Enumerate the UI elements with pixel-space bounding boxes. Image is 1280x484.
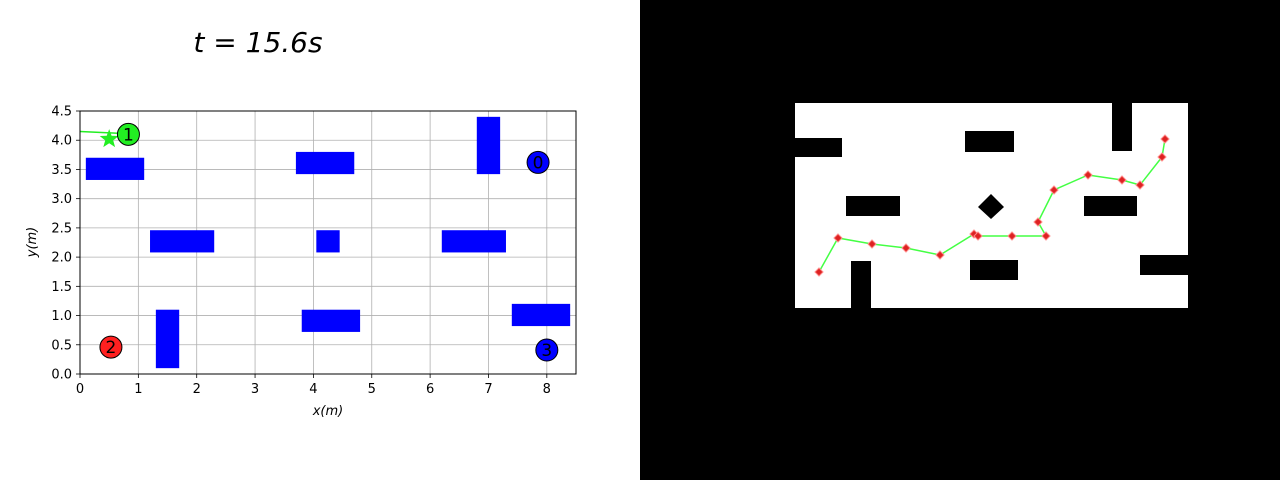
x-tick-label: 3 — [251, 382, 259, 397]
y-tick-label: 4.5 — [51, 105, 72, 120]
plot-panel: t = 15.6s 0 1 2 3 0 1 2 3 4 5 6 7 8 0.0 0.5 1.0 1.5 2.0 2… — [0, 0, 640, 480]
y-tick-label: 0.5 — [51, 338, 72, 353]
x-tick-label: 8 — [543, 382, 551, 397]
y-tick-label: 2.0 — [51, 251, 72, 266]
y-tick-label: 4.0 — [51, 134, 72, 149]
obstacle — [86, 158, 144, 180]
obstacle — [156, 310, 179, 368]
y-tick-label: 1.0 — [51, 309, 72, 324]
map-wall — [965, 131, 1014, 152]
y-tick-label: 0.0 — [51, 368, 72, 383]
y-tick-label: 2.5 — [51, 221, 72, 236]
obstacle — [296, 152, 354, 174]
map-wall — [851, 261, 871, 308]
x-axis-label: x(m) — [312, 404, 344, 419]
obstacles — [86, 117, 570, 368]
robot-label: 1 — [123, 125, 134, 145]
obstacle — [316, 230, 339, 252]
map-wall — [970, 260, 1018, 280]
robot-label: 2 — [106, 338, 117, 358]
map-wall — [795, 138, 842, 157]
x-tick-label: 5 — [368, 382, 376, 397]
x-tick-label: 2 — [193, 382, 201, 397]
x-tick-label: 6 — [426, 382, 434, 397]
obstacle — [442, 230, 506, 252]
map-wall — [1140, 255, 1188, 275]
map-panel — [640, 0, 1280, 480]
obstacle — [150, 230, 214, 252]
map-wall — [1084, 196, 1137, 216]
chart-title: t = 15.6s — [193, 26, 322, 59]
robot-trail — [80, 131, 118, 133]
trail-line — [80, 131, 118, 133]
x-tick-label: 4 — [309, 382, 317, 397]
y-axis-label: y(m) — [25, 227, 40, 259]
x-tick-label: 7 — [484, 382, 492, 397]
scatter-chart: t = 15.6s 0 1 2 3 0 1 2 3 4 5 6 7 8 0.0 0.5 1.0 1.5 2.0 2… — [0, 0, 640, 480]
map-wall — [1112, 103, 1132, 151]
obstacle — [302, 310, 360, 332]
robot-label: 0 — [533, 153, 544, 173]
x-tick-label: 1 — [134, 382, 142, 397]
map-wall — [846, 196, 900, 216]
x-tick-label: 0 — [76, 382, 84, 397]
obstacle — [512, 304, 570, 326]
y-tick-label: 3.0 — [51, 192, 72, 207]
occupancy-map — [640, 0, 1280, 480]
obstacle — [477, 117, 500, 174]
y-tick-label: 3.5 — [51, 163, 72, 178]
y-tick-label: 1.5 — [51, 280, 72, 295]
robot-label: 3 — [541, 341, 552, 361]
